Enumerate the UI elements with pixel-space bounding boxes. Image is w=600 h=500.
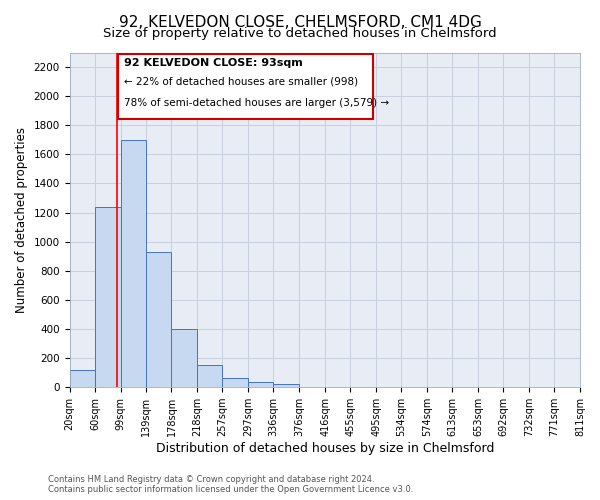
Bar: [197, 366, 223, 387]
Bar: [172, 329, 197, 387]
Text: 78% of semi-detached houses are larger (3,579) →: 78% of semi-detached houses are larger (…: [124, 98, 389, 108]
Bar: [70, 370, 95, 387]
FancyBboxPatch shape: [118, 54, 373, 120]
Bar: [223, 378, 248, 387]
Bar: [95, 207, 121, 387]
Text: Contains public sector information licensed under the Open Government Licence v3: Contains public sector information licen…: [48, 485, 413, 494]
Text: ← 22% of detached houses are smaller (998): ← 22% of detached houses are smaller (99…: [124, 77, 358, 87]
Bar: [274, 384, 299, 387]
Text: 92 KELVEDON CLOSE: 93sqm: 92 KELVEDON CLOSE: 93sqm: [124, 58, 303, 68]
X-axis label: Distribution of detached houses by size in Chelmsford: Distribution of detached houses by size …: [155, 442, 494, 455]
Text: Size of property relative to detached houses in Chelmsford: Size of property relative to detached ho…: [103, 28, 497, 40]
Text: 92, KELVEDON CLOSE, CHELMSFORD, CM1 4DG: 92, KELVEDON CLOSE, CHELMSFORD, CM1 4DG: [119, 15, 481, 30]
Bar: [248, 382, 274, 387]
Bar: [146, 252, 172, 387]
Y-axis label: Number of detached properties: Number of detached properties: [15, 127, 28, 313]
Text: Contains HM Land Registry data © Crown copyright and database right 2024.: Contains HM Land Registry data © Crown c…: [48, 475, 374, 484]
Bar: [121, 140, 146, 387]
